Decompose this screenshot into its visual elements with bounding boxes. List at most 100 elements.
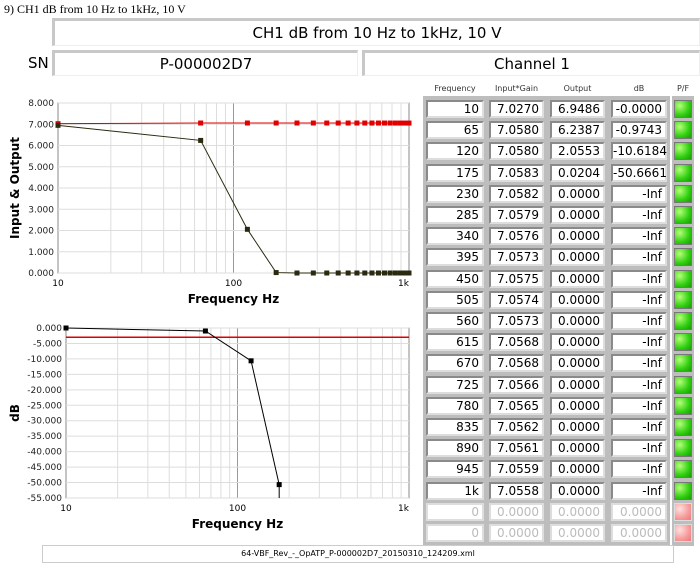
y-tick-label: -5.000	[33, 339, 62, 349]
data-point	[55, 122, 61, 128]
cell-db: -Inf	[611, 439, 667, 458]
cell-frequency: 945	[426, 460, 484, 479]
x-axis-label: Frequency Hz	[192, 517, 283, 531]
data-point	[294, 270, 300, 276]
header-input-gain: Input*Gain	[494, 84, 539, 93]
cell-output: 0.0000	[550, 481, 605, 500]
pass-led-icon	[674, 184, 692, 203]
data-point	[397, 120, 403, 126]
pass-led-icon	[674, 269, 692, 288]
data-point	[402, 120, 408, 126]
cell-db: -Inf	[611, 333, 667, 352]
data-point	[335, 270, 341, 276]
cell-frequency: 670	[426, 354, 484, 373]
x-tick-label: 10	[52, 279, 64, 289]
cell-db: -Inf	[611, 375, 667, 394]
pass-led-icon	[674, 290, 692, 309]
cell-output: 0.0000	[550, 312, 605, 330]
db-chart: 0.000 -5.000 -10.000 -15.000 -20.000 -25.000 -…	[8, 324, 410, 531]
data-point	[362, 120, 368, 126]
cell-frequency: 835	[426, 418, 484, 436]
pass-led-icon	[674, 121, 692, 140]
cell-frequency: 890	[426, 439, 484, 458]
data-point	[310, 270, 316, 276]
cell-frequency: 450	[426, 269, 484, 288]
data-point	[375, 270, 381, 276]
data-point	[369, 270, 375, 276]
header-db: dB	[633, 84, 645, 93]
cell-input-gain: 7.0270	[489, 100, 544, 118]
cell-output: 0.0000	[550, 524, 605, 542]
cell-frequency: 230	[426, 184, 484, 203]
data-point	[369, 120, 375, 126]
document-title: 9) CH1 dB from 10 Hz to 1kHz, 10 V	[4, 2, 186, 16]
y-tick-label: 3.000	[28, 205, 54, 215]
data-point	[248, 358, 254, 364]
x-tick-label: 10	[60, 504, 72, 514]
cell-db: -Inf	[611, 248, 667, 267]
data-point	[392, 120, 398, 126]
cell-input-gain: 7.0565	[489, 396, 544, 415]
footer-filename: 64-VBF_Rev_-_OpATP_P-000002D7_20150310_1…	[42, 545, 674, 563]
series-line	[65, 327, 280, 485]
cell-frequency: 285	[426, 206, 484, 224]
cell-output: 0.0000	[550, 269, 605, 288]
y-tick-label: 0.000	[28, 269, 54, 279]
cell-input-gain: 7.0566	[489, 375, 544, 394]
data-point	[273, 270, 279, 276]
data-point	[335, 120, 341, 126]
y-tick-label: -10.000	[27, 355, 62, 365]
pass-led-icon	[674, 312, 692, 330]
data-point	[63, 325, 69, 331]
data-point	[392, 270, 398, 276]
cell-output: 6.9486	[550, 100, 605, 118]
y-tick-label: 7.000	[28, 120, 54, 130]
cell-output: 0.0000	[550, 502, 605, 521]
data-point	[381, 270, 387, 276]
data-point	[354, 120, 360, 126]
cell-frequency: 0	[426, 524, 484, 542]
pass-led-icon	[674, 396, 692, 415]
y-tick-label: 0.000	[36, 324, 62, 334]
y-tick-label: -45.000	[27, 463, 62, 473]
cell-db: -0.9743	[611, 121, 667, 140]
cell-db: -50.6661	[611, 163, 667, 182]
cell-input-gain: 7.0576	[489, 227, 544, 246]
cell-frequency: 780	[426, 396, 484, 415]
cell-frequency: 120	[426, 142, 484, 161]
data-point	[354, 270, 360, 276]
data-point	[202, 328, 208, 334]
cell-input-gain: 0.0000	[489, 524, 544, 542]
data-point	[244, 226, 250, 232]
cell-output: 0.0000	[550, 290, 605, 309]
cell-output: 0.0000	[550, 184, 605, 203]
cell-output: 0.0204	[550, 163, 605, 182]
data-point	[406, 120, 412, 126]
fail-led-icon	[674, 524, 692, 542]
y-tick-label: -30.000	[27, 417, 62, 427]
data-point	[381, 120, 387, 126]
cell-db: -Inf	[611, 418, 667, 436]
pass-led-icon	[674, 248, 692, 267]
cell-db: -Inf	[611, 354, 667, 373]
cell-input-gain: 7.0558	[489, 481, 544, 500]
cell-frequency: 0	[426, 502, 484, 521]
cell-output: 0.0000	[550, 333, 605, 352]
x-axis-label: Frequency Hz	[188, 292, 279, 306]
sn-label: SN	[28, 54, 49, 72]
fail-led-icon	[674, 502, 692, 521]
pass-led-icon	[674, 163, 692, 182]
data-point	[387, 120, 393, 126]
y-tick-label: 1.000	[28, 248, 54, 258]
cell-db: -Inf	[611, 290, 667, 309]
cell-db: 0.0000	[611, 502, 667, 521]
pass-led-icon	[674, 354, 692, 373]
cell-output: 0.0000	[550, 396, 605, 415]
data-point	[324, 270, 330, 276]
pass-led-icon	[674, 375, 692, 394]
data-point	[273, 120, 279, 126]
cell-db: -Inf	[611, 396, 667, 415]
cell-output: 0.0000	[550, 354, 605, 373]
cell-input-gain: 7.0568	[489, 354, 544, 373]
pass-led-icon	[674, 333, 692, 352]
